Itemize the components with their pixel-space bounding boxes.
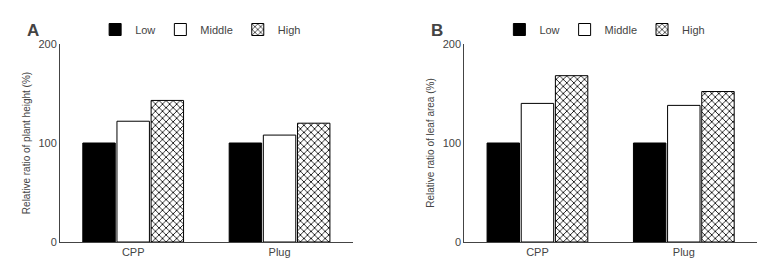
svg-text:Middle: Middle (605, 24, 637, 36)
svg-text:Low: Low (539, 24, 559, 36)
svg-text:0: 0 (51, 236, 57, 248)
svg-text:Plug: Plug (269, 246, 291, 258)
svg-text:200: 200 (443, 38, 461, 50)
svg-text:200: 200 (38, 38, 56, 50)
svg-text:Low: Low (135, 24, 155, 36)
svg-text:B: B (431, 21, 443, 40)
svg-text:Relative ratio of plant height: Relative ratio of plant height (%) (21, 72, 32, 214)
svg-text:Middle: Middle (200, 24, 232, 36)
svg-text:A: A (27, 21, 39, 40)
svg-text:High: High (682, 24, 705, 36)
svg-text:High: High (278, 24, 301, 36)
svg-text:Plug: Plug (673, 246, 695, 258)
svg-text:Relative ratio of leaf area (%: Relative ratio of leaf area (%) (425, 78, 436, 208)
svg-text:100: 100 (38, 137, 56, 149)
svg-text:CPP: CPP (122, 246, 145, 258)
svg-text:CPP: CPP (526, 246, 549, 258)
svg-text:100: 100 (443, 137, 461, 149)
svg-text:0: 0 (455, 236, 461, 248)
